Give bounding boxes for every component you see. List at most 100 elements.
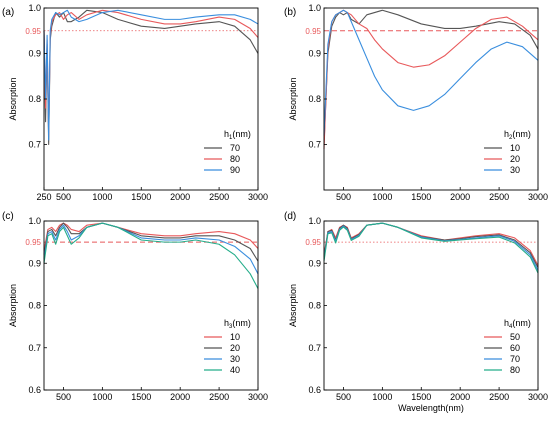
legend-entry-20: 20 bbox=[510, 154, 520, 164]
x-tick-label: 2500 bbox=[209, 192, 229, 202]
x-tick-label: 500 bbox=[336, 192, 351, 202]
x-tick-label: 1500 bbox=[131, 392, 151, 402]
y-tick-label: 0.9 bbox=[28, 49, 41, 59]
legend-entry-30: 30 bbox=[510, 165, 520, 175]
legend-title-sub: 1 bbox=[229, 135, 233, 141]
plot-frame bbox=[323, 7, 539, 191]
panel-label: (b) bbox=[284, 7, 296, 18]
legend-entry-10: 10 bbox=[510, 143, 520, 153]
y-tick-label: 0.7 bbox=[308, 343, 321, 353]
y-tick-label: 0.7 bbox=[28, 140, 41, 150]
y-tick-label: 1.0 bbox=[28, 3, 41, 13]
y-axis-label: Absorption bbox=[288, 77, 298, 120]
y-tick-label: 0.8 bbox=[308, 301, 321, 311]
legend-entry-70: 70 bbox=[230, 143, 240, 153]
reference-line-label: 0.95 bbox=[305, 238, 321, 247]
series-line-40 bbox=[43, 222, 259, 289]
y-tick-label: 0.8 bbox=[28, 301, 41, 311]
x-tick-label: 2000 bbox=[450, 392, 470, 402]
x-tick-label: 500 bbox=[336, 392, 351, 402]
x-tick-label: 1500 bbox=[131, 192, 151, 202]
x-tick-label: 2000 bbox=[170, 392, 190, 402]
panel-label: (d) bbox=[284, 211, 296, 222]
x-tick-label: 1500 bbox=[411, 392, 431, 402]
legend-entry-90: 90 bbox=[230, 165, 240, 175]
x-tick-label: 500 bbox=[56, 392, 71, 402]
panel-c: 500 1000 1500 2000 2500 3000 0.6 0.7 0.8 0.9 0.95 1… bbox=[2, 211, 268, 402]
legend-title-base: h bbox=[224, 129, 229, 139]
legend-title-sub: 3 bbox=[229, 324, 233, 330]
legend-title-base: h bbox=[224, 318, 229, 328]
x-tick-label: 500 bbox=[56, 192, 71, 202]
panel-label: (a) bbox=[2, 7, 14, 18]
panel-a: 250 500 1000 1500 2000 2500 3000 0.7 0.8 0.9 0.95 1… bbox=[2, 3, 268, 202]
x-tick-label: 2500 bbox=[209, 392, 229, 402]
series-line-80 bbox=[323, 222, 539, 274]
x-tick-label: 3000 bbox=[248, 192, 268, 202]
x-tick-label: 1000 bbox=[92, 392, 112, 402]
reference-line-label: 0.95 bbox=[305, 27, 321, 36]
y-tick-label: 0.6 bbox=[28, 385, 41, 395]
panel-b: 500 1000 1500 2000 2500 3000 0.7 0.8 0.9 0.95 1.0 A… bbox=[284, 3, 548, 202]
x-tick-label: 1000 bbox=[92, 192, 112, 202]
x-axis-label: Wavelength(nm) bbox=[398, 403, 464, 413]
legend-title-suffix: (nm) bbox=[512, 129, 531, 139]
series-line-80 bbox=[43, 9, 259, 136]
x-tick-label: 2500 bbox=[489, 192, 509, 202]
x-tick-label: 250 bbox=[36, 192, 51, 202]
series-line-90 bbox=[43, 9, 259, 141]
legend-title-sub: 2 bbox=[509, 135, 513, 141]
x-tick-label: 3000 bbox=[528, 192, 548, 202]
legend-title-suffix: (nm) bbox=[512, 318, 531, 328]
series-line-60 bbox=[323, 222, 539, 268]
y-tick-label: 0.7 bbox=[308, 140, 321, 150]
x-tick-label: 1000 bbox=[372, 192, 392, 202]
legend-entry-10: 10 bbox=[230, 332, 240, 342]
x-tick-label: 2000 bbox=[170, 192, 190, 202]
x-tick-label: 3000 bbox=[528, 392, 548, 402]
legend-entry-30: 30 bbox=[230, 354, 240, 364]
y-axis-label: Absorption bbox=[8, 77, 18, 120]
y-tick-label: 0.9 bbox=[308, 49, 321, 59]
series-line-50 bbox=[323, 222, 539, 266]
series-line-70 bbox=[323, 222, 539, 271]
plot-frame bbox=[323, 220, 539, 391]
y-tick-label: 0.9 bbox=[28, 258, 41, 268]
x-tick-label: 3000 bbox=[248, 392, 268, 402]
legend-title: h2(nm) bbox=[504, 129, 531, 141]
reference-line-label: 0.95 bbox=[25, 27, 41, 36]
y-tick-label: 0.9 bbox=[308, 258, 321, 268]
x-tick-label: 2500 bbox=[489, 392, 509, 402]
legend-entry-80: 80 bbox=[230, 154, 240, 164]
series-line-10 bbox=[43, 222, 259, 251]
series-line-30 bbox=[323, 9, 539, 136]
plot-frame bbox=[43, 7, 259, 191]
series-line-10 bbox=[323, 9, 539, 145]
y-tick-label: 1.0 bbox=[308, 216, 321, 226]
x-tick-label: 2000 bbox=[450, 192, 470, 202]
legend-entry-80: 80 bbox=[510, 365, 520, 375]
legend-entry-50: 50 bbox=[510, 332, 520, 342]
legend-entry-40: 40 bbox=[230, 365, 240, 375]
legend-entry-70: 70 bbox=[510, 354, 520, 364]
y-tick-label: 0.6 bbox=[308, 385, 321, 395]
y-tick-label: 0.8 bbox=[28, 94, 41, 104]
y-tick-label: 1.0 bbox=[308, 3, 321, 13]
legend-title: h1(nm) bbox=[224, 129, 251, 141]
reference-line-label: 0.95 bbox=[25, 238, 41, 247]
legend-title: h3(nm) bbox=[224, 318, 251, 330]
x-tick-label: 1000 bbox=[372, 392, 392, 402]
y-axis-label: Absorption bbox=[288, 284, 298, 327]
legend-entry-20: 20 bbox=[230, 343, 240, 353]
y-axis-label: Absorption bbox=[8, 284, 18, 327]
y-tick-label: 1.0 bbox=[28, 216, 41, 226]
legend-title: h4(nm) bbox=[504, 318, 531, 330]
plot-frame bbox=[43, 220, 259, 391]
legend-title-suffix: (nm) bbox=[232, 318, 251, 328]
panel-label: (c) bbox=[2, 211, 14, 222]
legend-title-base: h bbox=[504, 129, 509, 139]
panel-d: 500 1000 1500 2000 2500 3000 0.6 0.7 0.8 0.9 0.95 1… bbox=[284, 211, 548, 413]
legend-entry-60: 60 bbox=[510, 343, 520, 353]
legend-title-sub: 4 bbox=[509, 324, 513, 330]
